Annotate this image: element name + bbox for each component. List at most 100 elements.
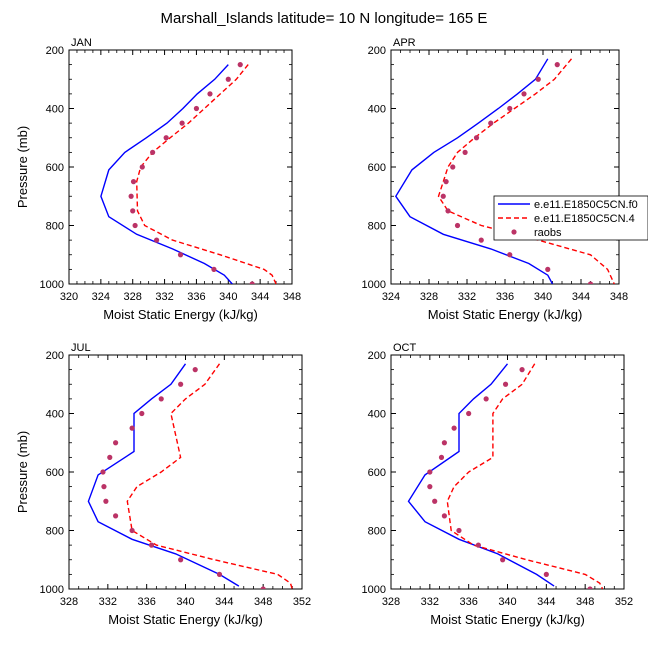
x-tick-label: 344	[572, 291, 590, 303]
model2-line	[126, 363, 293, 589]
raobs-point	[545, 266, 551, 272]
raobs-point	[519, 367, 525, 373]
raobs-point	[139, 410, 145, 417]
raobs-point	[500, 557, 506, 563]
raobs-point	[237, 62, 243, 68]
raobs-point	[139, 164, 145, 170]
plot-frame	[68, 49, 293, 285]
y-tick-label: 800	[46, 526, 64, 538]
raobs-point	[587, 281, 594, 284]
panel-apr: APR 324 328 332 336 340 344 348 200 400 600 800 1000…	[362, 37, 629, 322]
raobs-point	[488, 120, 494, 126]
raobs-point	[101, 484, 107, 490]
raobs-point	[132, 222, 138, 229]
raobs-point	[441, 513, 447, 519]
model2-line	[437, 58, 615, 284]
x-tick-label: 344	[251, 291, 269, 303]
raobs-point	[193, 105, 200, 112]
y-tick-label: 200	[46, 350, 64, 362]
raobs-point	[100, 469, 106, 475]
raobs-point	[440, 193, 446, 199]
x-tick-label: 324	[92, 291, 110, 303]
raobs-point	[445, 208, 451, 214]
raobs-point	[113, 440, 119, 446]
raobs-point	[177, 252, 184, 258]
x-tick-label: 344	[215, 596, 233, 608]
y-tick-label: 1000	[362, 279, 386, 291]
raobs-point	[129, 425, 135, 431]
x-tick-label: 340	[176, 596, 194, 608]
x-tick-label: 344	[537, 596, 555, 608]
x-tick-label: 328	[124, 291, 142, 303]
raobs-point	[129, 527, 135, 534]
x-tick-label: 328	[382, 596, 400, 608]
y-tick-label: 800	[46, 221, 64, 233]
x-tick-label: 328	[60, 596, 78, 608]
y-tick-label: 800	[368, 526, 386, 538]
y-tick-label: 400	[368, 104, 386, 116]
x-axis-label: Moist Static Energy (kJ/kg)	[430, 612, 585, 627]
legend: e.e11.E1850C5CN.f0 e.e11.E1850C5CN.4 raobs	[493, 195, 648, 241]
raobs-point	[462, 149, 468, 155]
x-tick-label: 348	[610, 291, 628, 303]
raobs-point	[178, 381, 184, 387]
y-tick-label: 600	[46, 162, 64, 174]
x-tick-label: 332	[155, 291, 173, 303]
x-tick-label: 352	[615, 596, 633, 608]
raobs-point	[130, 208, 136, 214]
raobs-point	[148, 542, 155, 548]
panel-jul: JUL 328 332 336 340 344 348 352 200 400 600 800 1000…	[15, 342, 311, 627]
panels-container: JAN 320 324 328 332 336 340 344 348 200 400 600 800 1…	[15, 37, 633, 627]
raobs-point	[521, 91, 527, 97]
x-tick-label: 352	[293, 596, 311, 608]
raobs-point	[178, 557, 184, 563]
plot-data	[394, 58, 615, 284]
model1-line	[87, 363, 240, 587]
y-tick-label: 1000	[362, 584, 386, 596]
y-axis-label: Pressure (mb)	[15, 126, 30, 208]
y-axis-label: Pressure (mb)	[15, 431, 30, 513]
legend-item: raobs	[511, 227, 562, 239]
x-axis-label: Moist Static Energy (kJ/kg)	[103, 307, 258, 322]
raobs-point	[438, 454, 445, 460]
panel-jan: JAN 320 324 328 332 336 340 344 348 200 400 600 800 1…	[15, 37, 301, 322]
y-tick-label: 200	[46, 45, 64, 57]
panel-title: APR	[393, 37, 416, 49]
model2-line	[135, 64, 277, 284]
raobs-point	[260, 586, 266, 589]
x-axis-label: Moist Static Energy (kJ/kg)	[108, 612, 263, 627]
x-tick-label: 332	[458, 291, 476, 303]
x-tick-label: 320	[60, 291, 78, 303]
y-tick-label: 800	[368, 221, 386, 233]
raobs-point	[128, 193, 134, 199]
raobs-point	[249, 281, 255, 284]
panel-title: JUL	[71, 342, 91, 354]
x-tick-label: 348	[576, 596, 594, 608]
raobs-point	[507, 252, 513, 258]
raobs-point	[535, 76, 541, 82]
panel-title: JAN	[71, 37, 92, 49]
y-tick-label: 400	[368, 409, 386, 421]
raobs-point	[179, 120, 185, 126]
x-tick-label: 340	[498, 596, 516, 608]
x-tick-label: 348	[283, 291, 301, 303]
raobs-point	[507, 105, 513, 112]
y-tick-label: 400	[46, 409, 64, 421]
panel-title: OCT	[393, 342, 417, 354]
raobs-point	[207, 91, 213, 97]
raobs-point	[158, 396, 164, 402]
raobs-point	[451, 425, 457, 431]
plot-frame	[390, 49, 620, 285]
model2-line	[446, 363, 604, 589]
x-tick-label: 332	[421, 596, 439, 608]
legend-marker	[511, 229, 517, 235]
legend-item: e.e11.E1850C5CN.4	[498, 213, 635, 225]
x-tick-label: 340	[219, 291, 237, 303]
legend-item: e.e11.E1850C5CN.f0	[498, 199, 638, 211]
raobs-point	[163, 135, 169, 141]
y-tick-label: 600	[46, 467, 64, 479]
x-tick-label: 324	[382, 291, 400, 303]
x-axis-label: Moist Static Energy (kJ/kg)	[428, 307, 583, 322]
raobs-point	[454, 222, 461, 229]
